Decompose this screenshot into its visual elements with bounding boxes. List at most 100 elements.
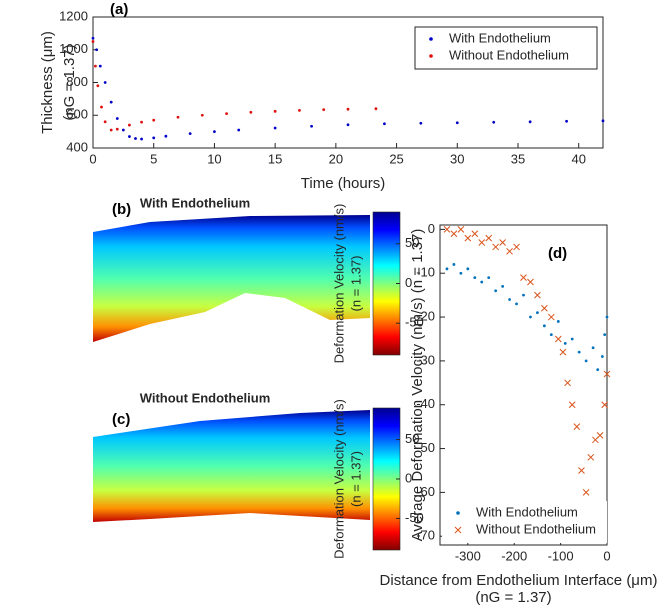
panel-label: (c) (112, 411, 130, 428)
point (452, 263, 456, 266)
y-tick-label: -10 (416, 265, 435, 280)
point (559, 348, 567, 356)
point (419, 121, 423, 125)
point (596, 432, 604, 439)
series (91, 36, 605, 141)
legend-marker (454, 526, 462, 534)
point (513, 243, 520, 251)
y-tick-label: 800 (66, 74, 88, 89)
point (600, 355, 604, 358)
y-axis-label: (nG = 1.37) (61, 44, 78, 120)
point (603, 333, 607, 336)
y-tick-label: 1000 (59, 41, 88, 56)
panel-label: (d) (548, 245, 567, 262)
x-tick-label: 40 (571, 151, 585, 166)
y-tick-label: 0 (428, 221, 435, 236)
point (346, 123, 350, 127)
point (164, 134, 168, 138)
point (273, 126, 277, 130)
point (152, 118, 156, 122)
point (273, 109, 277, 113)
legend-marker (429, 54, 433, 58)
point (601, 119, 605, 123)
point (115, 127, 119, 131)
y-tick-label: -60 (416, 484, 435, 499)
legend-box (414, 26, 598, 70)
point (565, 119, 568, 123)
colorbar-label: Deformation Velocity (nm/s) (331, 399, 346, 559)
point (225, 112, 228, 116)
x-tick-label: 5 (150, 151, 157, 166)
point (213, 130, 216, 134)
legend-label: With Endothelium (476, 504, 578, 519)
point (587, 453, 595, 461)
point (96, 84, 100, 88)
panel-label: (b) (112, 201, 131, 218)
y-axis-label: Thickness (μm) (39, 31, 56, 134)
point (591, 346, 595, 350)
colorbar-label: (n = 1.37) (348, 451, 363, 507)
point (200, 113, 204, 117)
point (554, 335, 562, 343)
point (534, 291, 541, 299)
x-tick-label: 20 (329, 151, 343, 166)
point (91, 40, 95, 43)
point (568, 401, 576, 409)
x-tick-label: 30 (450, 151, 464, 166)
point (457, 226, 465, 233)
colorbar-tick-label: 0 (405, 275, 412, 290)
point (578, 467, 585, 474)
x-tick-label: 15 (268, 151, 282, 166)
point (140, 137, 143, 141)
x-axis-label: (nG = 1.37) (475, 589, 551, 605)
point (603, 370, 611, 378)
point (237, 128, 241, 132)
plot-area (439, 224, 608, 546)
y-tick-label: 400 (66, 139, 88, 154)
colorbar-tick-label: -50 (405, 510, 424, 525)
point (176, 115, 180, 119)
point (346, 107, 350, 111)
series (443, 226, 611, 496)
point (564, 379, 571, 387)
y-tick-label: 1200 (59, 8, 88, 23)
colorbar-label: (n = 1.37) (348, 255, 363, 311)
x-axis-label: Distance from Endothelium Interface (μm) (380, 572, 658, 589)
x-tick-label: 35 (511, 151, 525, 166)
point (573, 423, 581, 430)
colorbar (372, 407, 401, 551)
x-tick-label: 25 (389, 151, 403, 166)
point (298, 108, 301, 112)
point (466, 267, 470, 271)
point (95, 48, 99, 52)
point (455, 121, 459, 125)
colorbar-tick-label: 50 (405, 235, 419, 250)
oct-image (93, 215, 370, 342)
point (563, 341, 567, 345)
colorbar (372, 211, 401, 356)
point (109, 100, 113, 104)
x-tick-label: -200 (501, 548, 527, 563)
point (527, 278, 534, 286)
point (121, 128, 125, 132)
point (100, 105, 103, 109)
legend-label: With Endothelium (449, 30, 551, 45)
legend-marker (429, 37, 433, 41)
point (547, 313, 555, 321)
y-tick-label: 600 (66, 107, 88, 122)
point (570, 337, 574, 341)
legend-box (442, 501, 607, 543)
legend-marker (456, 511, 460, 515)
point (494, 289, 498, 293)
point (528, 120, 532, 124)
point (582, 489, 590, 496)
point (310, 124, 313, 128)
series (91, 40, 378, 132)
point (134, 137, 137, 140)
series (445, 263, 609, 372)
point (188, 132, 192, 135)
point (464, 234, 472, 242)
point (459, 271, 463, 275)
point (374, 107, 378, 111)
